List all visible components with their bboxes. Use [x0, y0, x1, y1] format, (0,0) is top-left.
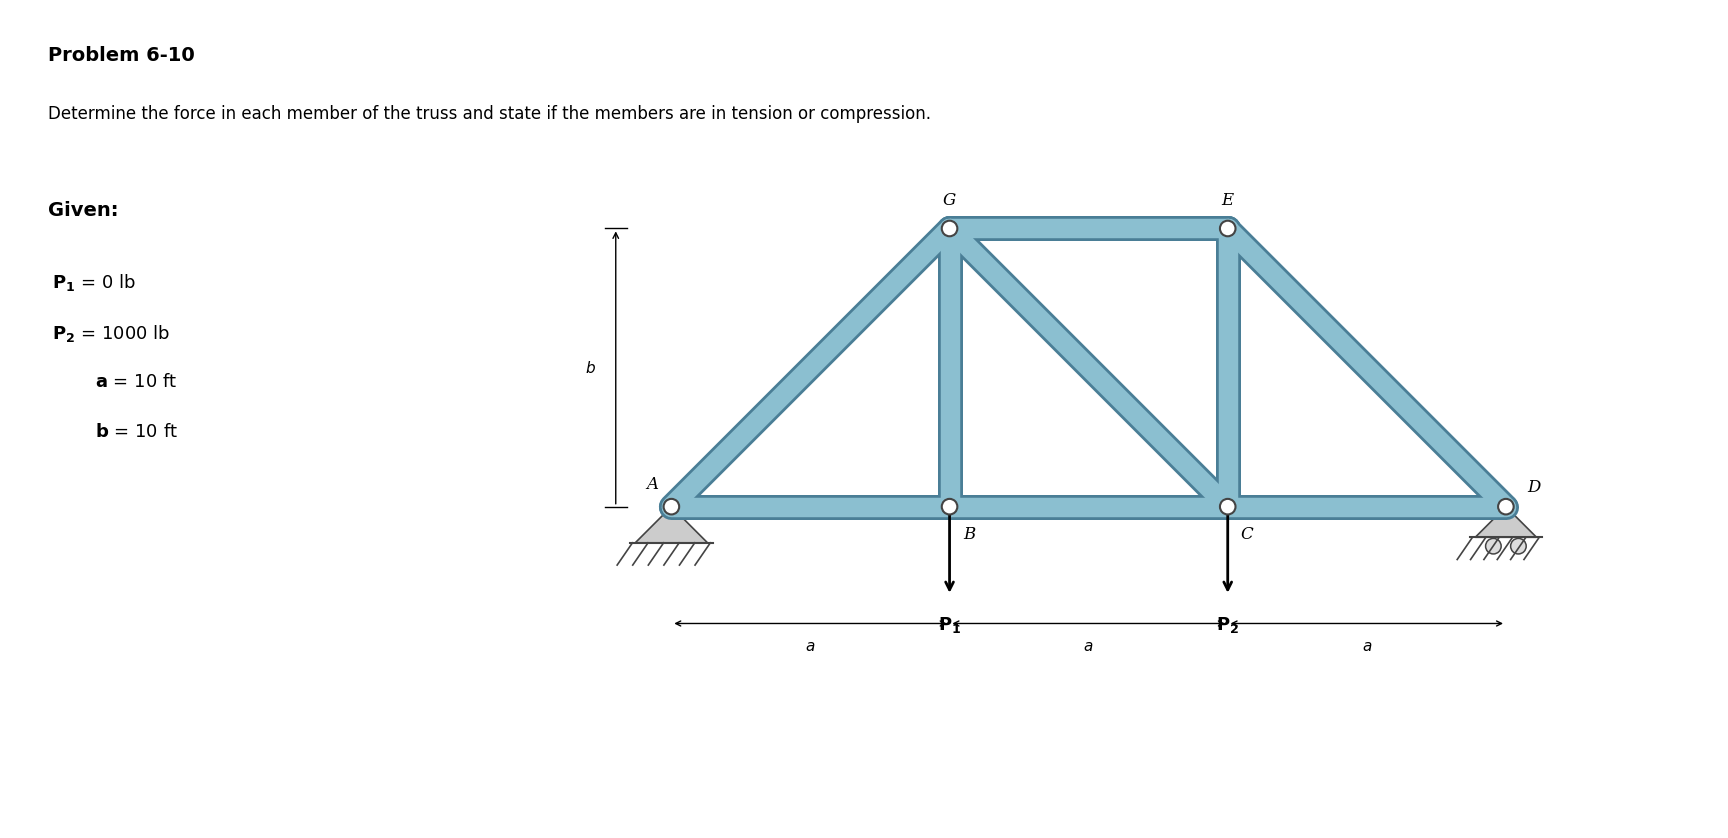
Circle shape	[1510, 538, 1526, 554]
Text: D: D	[1528, 478, 1540, 496]
Text: Problem 6-10: Problem 6-10	[48, 46, 195, 65]
Polygon shape	[636, 507, 707, 543]
Circle shape	[1220, 499, 1236, 515]
Polygon shape	[1476, 507, 1536, 537]
Text: $a$: $a$	[805, 640, 816, 654]
Text: Determine the force in each member of the truss and state if the members are in : Determine the force in each member of th…	[48, 105, 931, 122]
Circle shape	[1498, 499, 1514, 515]
Text: G: G	[943, 192, 956, 210]
Text: $\mathbf{P_{1}}$ = 0 lb: $\mathbf{P_{1}}$ = 0 lb	[52, 272, 135, 293]
Circle shape	[942, 220, 957, 236]
Text: Given:: Given:	[48, 201, 119, 220]
Circle shape	[1220, 220, 1236, 236]
Text: E: E	[1222, 192, 1234, 210]
Circle shape	[942, 499, 957, 515]
Text: $b$: $b$	[586, 360, 596, 375]
Text: $\mathbf{b}$ = 10 ft: $\mathbf{b}$ = 10 ft	[95, 423, 178, 441]
Text: $\mathbf{P_{1}}$: $\mathbf{P_{1}}$	[938, 615, 961, 635]
Text: $\mathbf{a}$ = 10 ft: $\mathbf{a}$ = 10 ft	[95, 373, 178, 391]
Text: $\mathbf{P_{2}}$: $\mathbf{P_{2}}$	[1217, 615, 1239, 635]
Text: A: A	[646, 476, 658, 493]
Text: B: B	[962, 526, 975, 543]
Text: $a$: $a$	[1083, 640, 1094, 654]
Circle shape	[1486, 538, 1502, 554]
Text: $\mathbf{P_{2}}$ = 1000 lb: $\mathbf{P_{2}}$ = 1000 lb	[52, 323, 169, 344]
Text: $a$: $a$	[1362, 640, 1372, 654]
Circle shape	[664, 499, 679, 515]
Text: C: C	[1241, 526, 1253, 543]
